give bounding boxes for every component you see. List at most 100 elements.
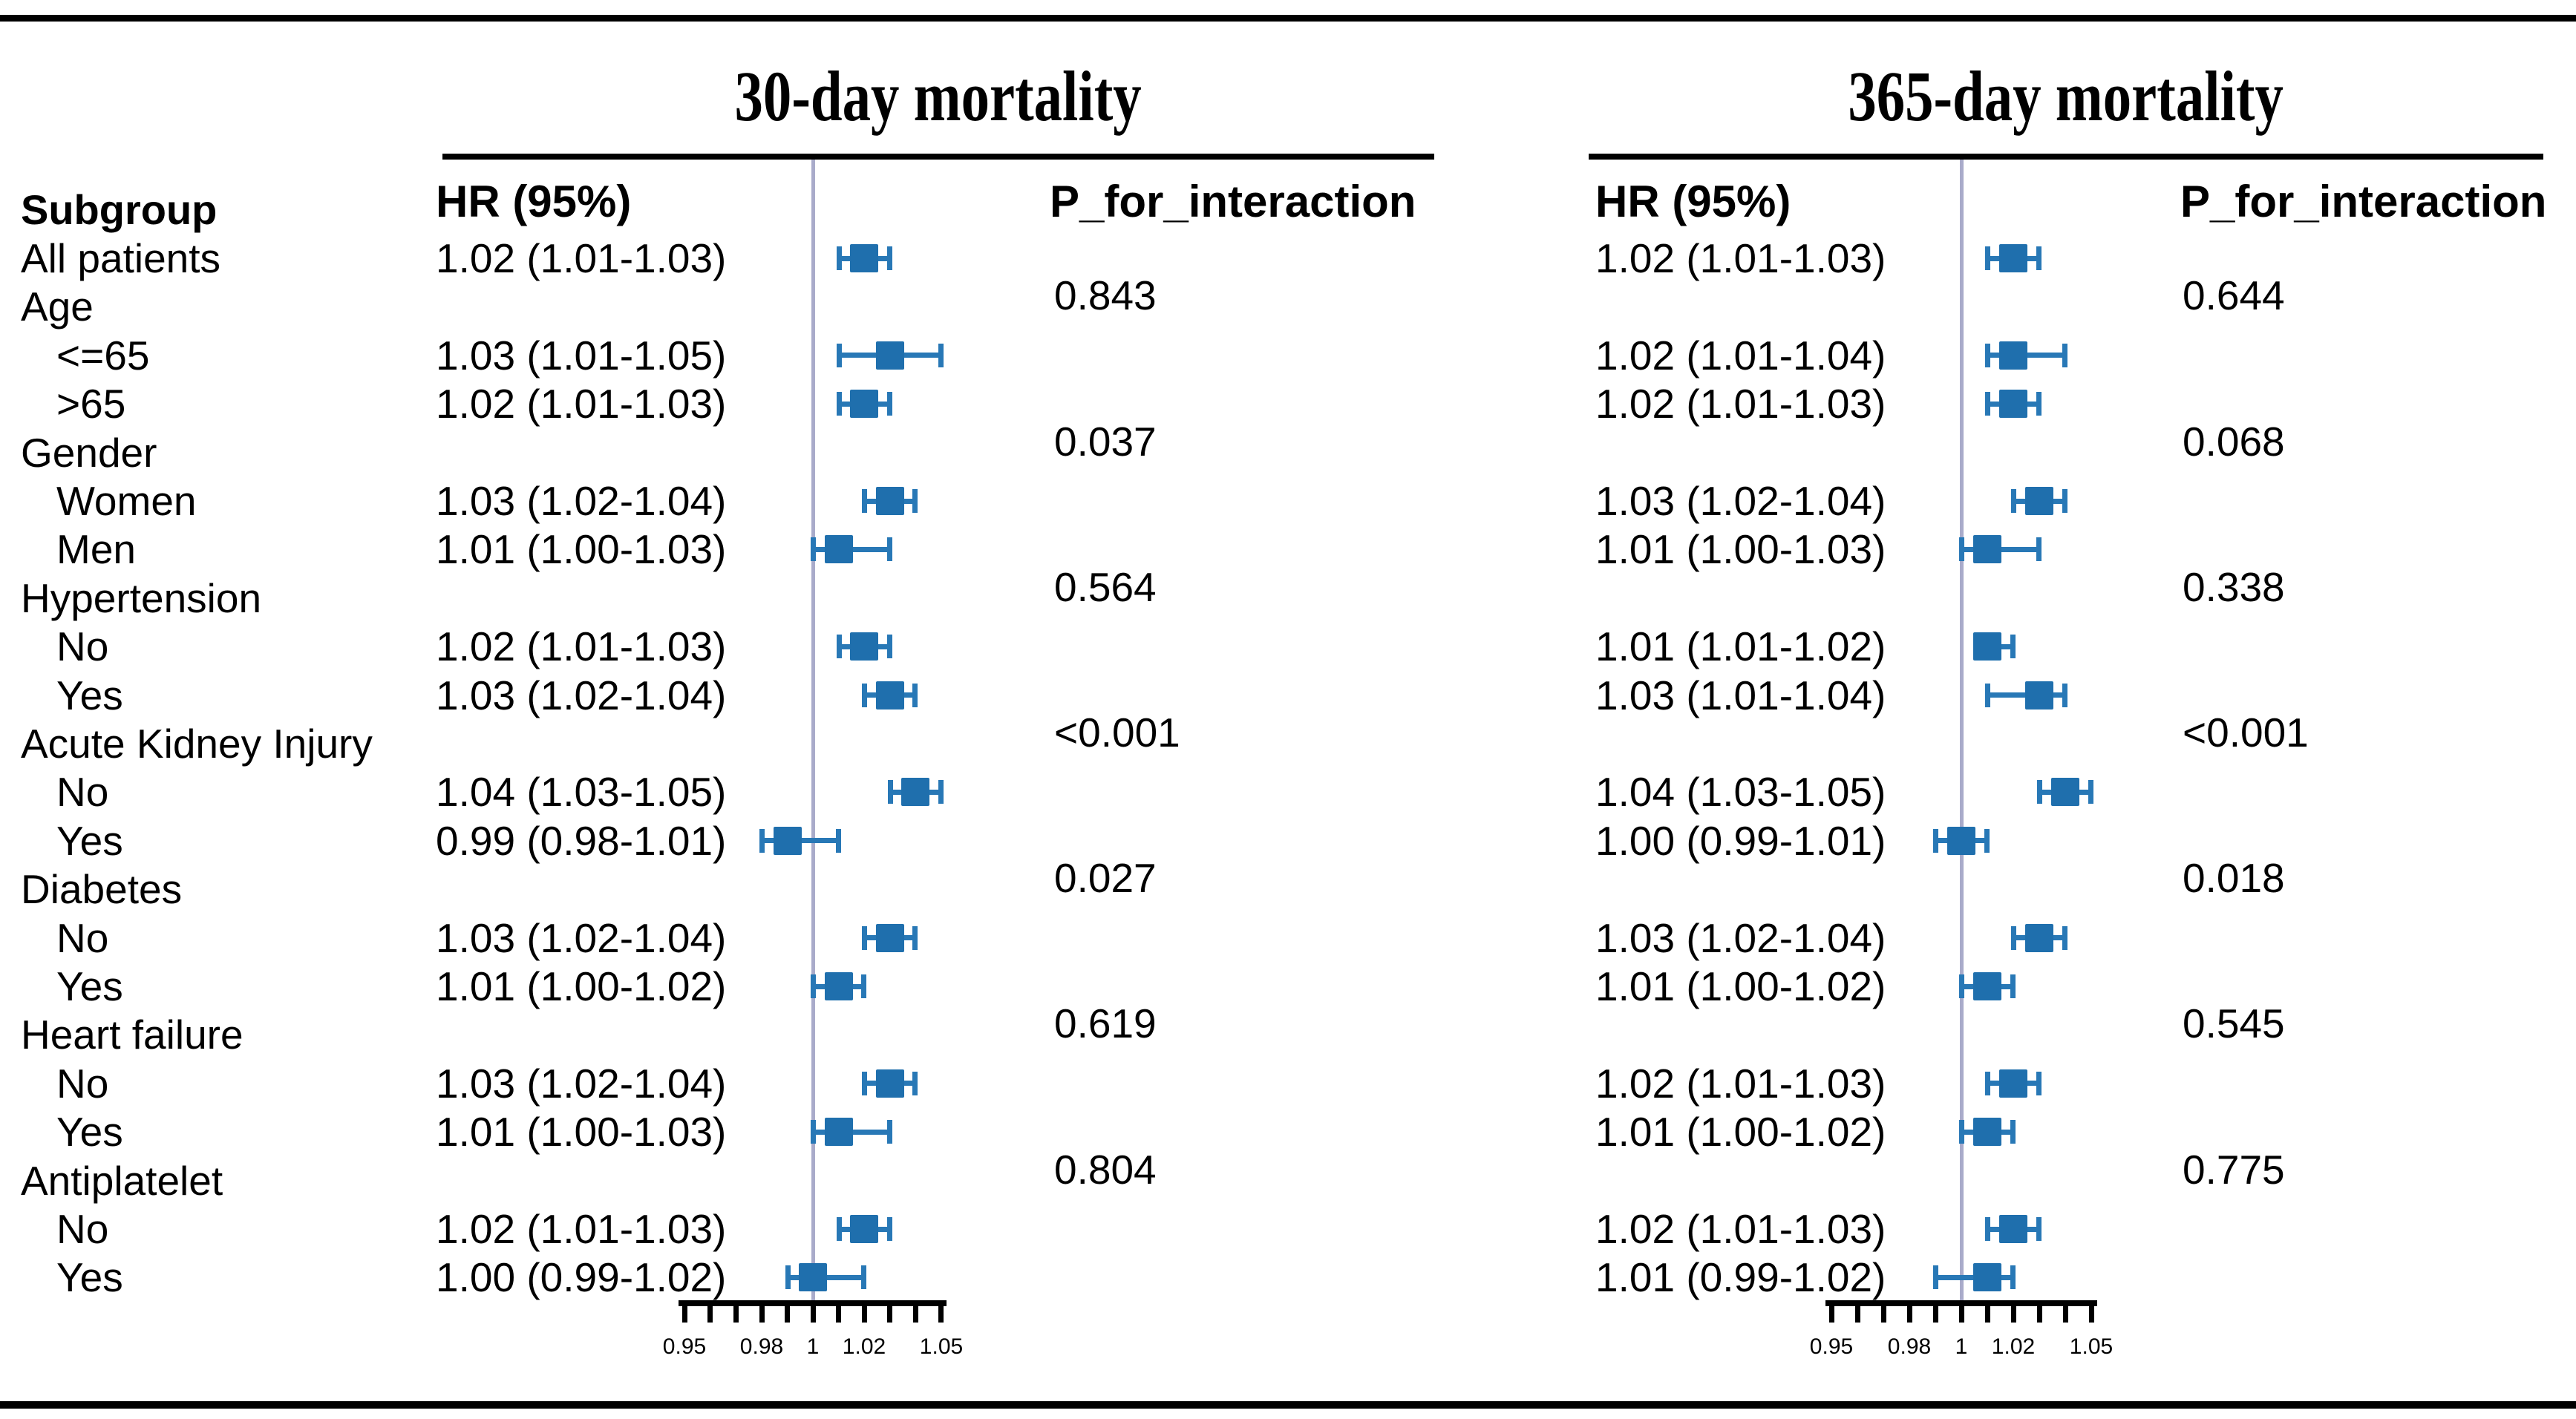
hr-value: 1.02 (1.01-1.03) bbox=[436, 623, 727, 669]
subgroup-label: Yes bbox=[56, 963, 123, 1009]
x-axis-tick bbox=[1985, 1300, 1990, 1323]
hr-point-marker bbox=[825, 1118, 853, 1146]
hr-value: 1.03 (1.01-1.04) bbox=[1595, 672, 1886, 718]
subgroup-label: <=65 bbox=[56, 332, 150, 378]
subgroup-label: All patients bbox=[21, 235, 221, 281]
ci-upper-cap bbox=[887, 246, 892, 270]
panel-title-365day: 365-day mortality bbox=[1848, 56, 2284, 136]
hr-value: 1.03 (1.02-1.04) bbox=[436, 1061, 727, 1107]
hr-value: 1.01 (1.00-1.03) bbox=[436, 1109, 727, 1155]
ci-upper-cap bbox=[887, 1217, 892, 1241]
ci-lower-cap bbox=[1959, 974, 1964, 998]
x-axis-tick-label: 1.05 bbox=[2069, 1334, 2114, 1359]
subgroup-label: No bbox=[56, 1061, 109, 1107]
ci-lower-cap bbox=[837, 1217, 842, 1241]
p-for-interaction-value: 0.644 bbox=[2183, 272, 2285, 318]
ci-upper-cap bbox=[2062, 684, 2067, 707]
hr-value: 1.04 (1.03-1.05) bbox=[436, 769, 727, 815]
subgroup-label: Heart failure bbox=[21, 1012, 243, 1058]
hr-point-marker bbox=[825, 535, 853, 563]
hr-value: 1.01 (1.00-1.03) bbox=[436, 526, 727, 572]
subgroup-label: Men bbox=[56, 526, 136, 572]
p-for-interaction-value: 0.843 bbox=[1054, 272, 1157, 318]
subgroup-label: No bbox=[56, 769, 109, 815]
hr-point-marker bbox=[1999, 1215, 2027, 1243]
ci-upper-cap bbox=[887, 635, 892, 658]
ci-upper-cap bbox=[861, 974, 866, 998]
ci-upper-cap bbox=[912, 1072, 918, 1095]
subgroup-label: Yes bbox=[56, 1109, 123, 1155]
subgroup-label: Acute Kidney Injury bbox=[21, 721, 373, 767]
p-for-interaction-value: 0.804 bbox=[1054, 1147, 1157, 1193]
ci-upper-cap bbox=[2062, 489, 2067, 513]
ci-upper-cap bbox=[2036, 392, 2041, 416]
ci-upper-cap bbox=[887, 1120, 892, 1144]
panel-title-30day: 30-day mortality bbox=[734, 56, 1142, 136]
ci-upper-cap bbox=[836, 829, 841, 853]
subgroup-label: No bbox=[56, 623, 109, 669]
subgroup-label: >65 bbox=[56, 381, 126, 427]
x-axis-tick bbox=[2063, 1300, 2068, 1323]
hr-column-header-30day: HR (95%) bbox=[436, 177, 632, 226]
ci-lower-cap bbox=[2011, 489, 2016, 513]
x-axis-tick bbox=[836, 1300, 841, 1323]
ci-lower-cap bbox=[1985, 344, 1990, 367]
hr-point-marker bbox=[850, 1215, 878, 1243]
ci-lower-cap bbox=[811, 974, 816, 998]
ci-upper-cap bbox=[2062, 344, 2067, 367]
title-rule-365day bbox=[1589, 154, 2543, 160]
subgroup-label: No bbox=[56, 915, 109, 961]
ci-upper-cap bbox=[2036, 1217, 2041, 1241]
p-for-interaction-value: <0.001 bbox=[1054, 710, 1180, 756]
x-axis-tick-label: 0.98 bbox=[739, 1334, 784, 1359]
hr-point-marker bbox=[876, 924, 904, 952]
hr-value: 1.03 (1.01-1.05) bbox=[436, 332, 727, 378]
hr-value: 1.02 (1.01-1.03) bbox=[1595, 381, 1886, 427]
x-axis-tick bbox=[682, 1300, 687, 1323]
hr-value: 0.99 (0.98-1.01) bbox=[436, 818, 727, 864]
hr-point-marker bbox=[2051, 778, 2079, 806]
hr-point-marker bbox=[1973, 1263, 2001, 1291]
hr-point-marker bbox=[876, 487, 904, 515]
ci-lower-cap bbox=[862, 489, 867, 513]
p-column-header-365day: P_for_interaction bbox=[2180, 177, 2547, 226]
hr-value: 1.01 (1.00-1.02) bbox=[1595, 963, 1886, 1009]
hr-value: 1.01 (1.00-1.02) bbox=[1595, 1109, 1886, 1155]
subgroup-label: Gender bbox=[21, 430, 157, 476]
x-axis-tick bbox=[2011, 1300, 2016, 1323]
ci-upper-cap bbox=[912, 926, 918, 950]
hr-point-marker bbox=[2025, 924, 2053, 952]
hr-value: 1.02 (1.01-1.04) bbox=[1595, 332, 1886, 378]
ci-upper-cap bbox=[2010, 974, 2016, 998]
x-axis-tick-label: 0.95 bbox=[662, 1334, 707, 1359]
hr-point-marker bbox=[850, 390, 878, 418]
subgroup-label: Antiplatelet bbox=[21, 1158, 223, 1204]
ci-upper-cap bbox=[2036, 537, 2041, 561]
hr-point-marker bbox=[1947, 827, 1975, 855]
x-axis-tick bbox=[913, 1300, 918, 1323]
ci-lower-cap bbox=[862, 1072, 867, 1095]
x-axis-tick bbox=[2037, 1300, 2042, 1323]
x-axis-tick-label: 1 bbox=[1955, 1334, 1968, 1359]
hr-point-marker bbox=[1973, 1118, 2001, 1146]
hr-value: 1.01 (1.00-1.02) bbox=[436, 963, 727, 1009]
hr-value: 1.02 (1.01-1.03) bbox=[436, 235, 727, 281]
ci-upper-cap bbox=[912, 684, 918, 707]
ci-lower-cap bbox=[862, 684, 867, 707]
p-for-interaction-value: 0.027 bbox=[1054, 855, 1157, 901]
hr-value: 1.00 (0.99-1.01) bbox=[1595, 818, 1886, 864]
hr-value: 1.03 (1.02-1.04) bbox=[1595, 915, 1886, 961]
x-axis-tick bbox=[759, 1300, 765, 1323]
reference-line-hr1 bbox=[1959, 160, 1964, 1306]
subgroup-label: Yes bbox=[56, 818, 123, 864]
x-axis-tick bbox=[733, 1300, 739, 1323]
ci-lower-cap bbox=[1985, 246, 1990, 270]
x-axis-tick-label: 0.98 bbox=[1887, 1334, 1932, 1359]
x-axis-tick bbox=[707, 1300, 713, 1323]
x-axis-tick-label: 1.02 bbox=[842, 1334, 886, 1359]
hr-point-marker bbox=[799, 1263, 827, 1291]
hr-point-marker bbox=[876, 681, 904, 710]
ci-lower-cap bbox=[1959, 537, 1964, 561]
subgroup-column-header: Subgroup bbox=[21, 186, 218, 233]
